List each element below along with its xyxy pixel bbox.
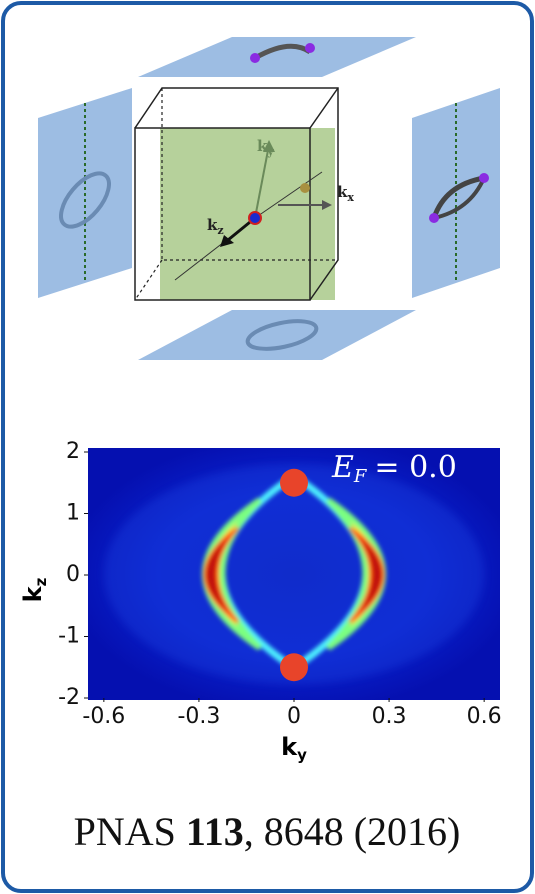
- node-point: [280, 653, 308, 681]
- y-tick-label: -2: [58, 685, 80, 710]
- x-label-base: k: [281, 733, 298, 761]
- node-point: [280, 469, 308, 497]
- citation-volume: 113: [186, 809, 244, 854]
- axis-label: k: [337, 183, 348, 201]
- annotation-base: E: [331, 450, 354, 485]
- x-label-sub: y: [297, 746, 307, 764]
- x-tick-label: -0.6: [82, 704, 125, 729]
- citation: PNAS 113, 8648 (2016): [74, 809, 461, 854]
- x-tick-label: 0.6: [467, 704, 502, 729]
- annotation-rest: = 0.0: [374, 450, 456, 485]
- x-tick-label: 0: [287, 704, 301, 729]
- axis-label-sub: z: [217, 224, 223, 237]
- y-label-sub: z: [32, 577, 50, 586]
- axis-label-sub: y: [266, 145, 274, 158]
- x-tick-label: 0.3: [372, 704, 407, 729]
- y-tick-label: 2: [66, 439, 80, 464]
- figure-card: ky kx kz EF= 0.0 ky kz PNAS 113, 8648 (2…: [0, 0, 535, 894]
- y-tick-label: 0: [66, 562, 80, 587]
- annotation-sub: F: [353, 466, 368, 487]
- axis-label-sub: x: [347, 191, 354, 204]
- x-tick-label: -0.3: [177, 704, 220, 729]
- annotation: EF = 0.0: [331, 450, 457, 487]
- y-label-base: k: [19, 585, 47, 602]
- y-tick-label: 1: [66, 501, 80, 526]
- y-tick-label: -1: [58, 624, 80, 649]
- axis-label: k: [207, 216, 218, 234]
- citation-reference: , 8648 (2016): [244, 809, 461, 854]
- axis-label: k: [257, 137, 268, 155]
- figure: ky kx kz EF= 0.0 ky kz PNAS 113, 8648 (2…: [0, 0, 535, 894]
- citation-journal: PNAS: [74, 809, 176, 854]
